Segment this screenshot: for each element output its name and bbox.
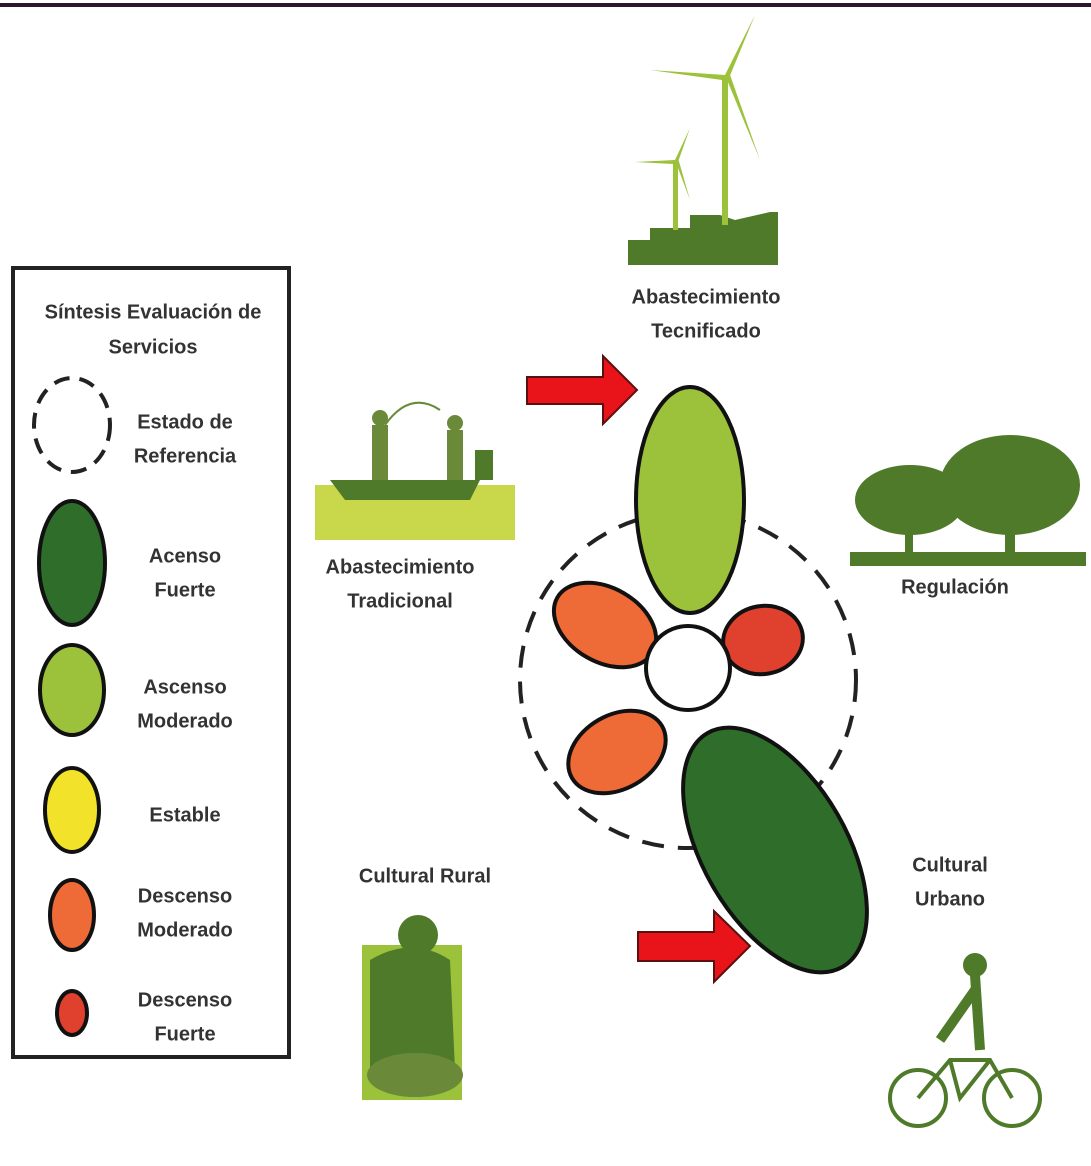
petal xyxy=(553,694,680,810)
legend-title: Síntesis Evaluación de xyxy=(45,301,262,323)
bicycle-icon xyxy=(890,955,1040,1126)
service-label: Tradicional xyxy=(347,590,453,612)
legend-label: Estable xyxy=(149,804,220,826)
service-label: Cultural Rural xyxy=(359,865,491,887)
petal xyxy=(636,387,744,613)
legend-swatch xyxy=(40,645,104,735)
legend-label: Ascenso xyxy=(143,676,226,698)
legend-title: Servicios xyxy=(109,336,198,358)
legend-label: Moderado xyxy=(137,710,233,732)
trees-icon xyxy=(850,435,1086,566)
arrow xyxy=(527,356,637,424)
legend-swatch xyxy=(50,880,94,950)
legend-label: Referencia xyxy=(134,445,237,467)
diagram: Síntesis Evaluación de Servicios Estado … xyxy=(0,0,1091,1161)
legend-swatch xyxy=(45,768,99,852)
service-label: Urbano xyxy=(915,888,985,910)
wind-icon xyxy=(628,15,778,265)
legend-label: Acenso xyxy=(149,545,221,567)
legend-label: Descenso xyxy=(138,885,233,907)
legend-label: Fuerte xyxy=(154,1023,215,1045)
fishing-icon xyxy=(315,403,515,540)
service-label: Tecnificado xyxy=(651,320,761,342)
legend-label: Descenso xyxy=(138,989,233,1011)
legend-label: Moderado xyxy=(137,919,233,941)
service-label: Abastecimiento xyxy=(632,286,781,308)
service-label: Regulación xyxy=(901,576,1009,598)
legend-label: Fuerte xyxy=(154,579,215,601)
rural-icon xyxy=(362,915,463,1100)
page: Síntesis Evaluación de Servicios Estado … xyxy=(0,0,1091,1161)
service-label: Cultural xyxy=(912,854,988,876)
center xyxy=(646,626,730,710)
legend-label: Estado de xyxy=(137,411,233,433)
legend-swatch xyxy=(39,501,105,625)
legend-swatch xyxy=(57,991,87,1035)
service-label: Abastecimiento xyxy=(326,556,475,578)
arrow xyxy=(638,911,750,982)
